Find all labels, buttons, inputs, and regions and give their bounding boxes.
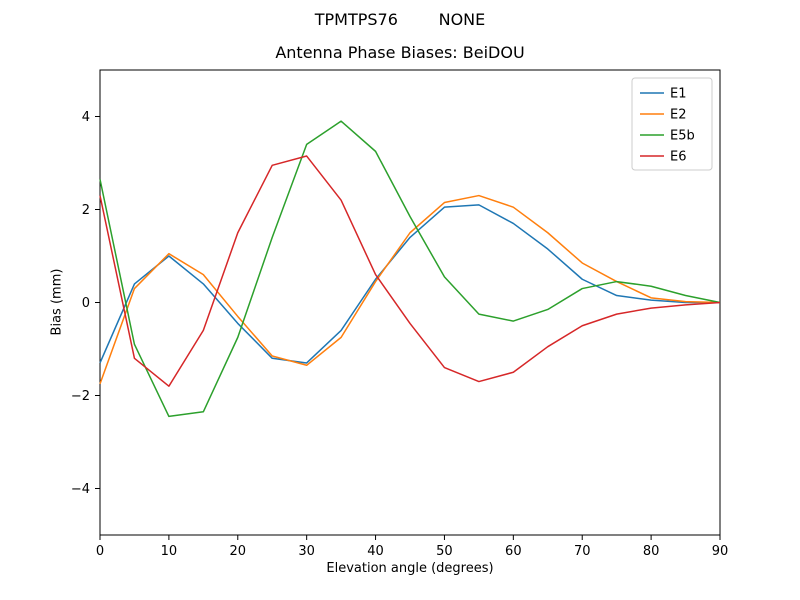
x-tick-label: 10 bbox=[161, 544, 178, 559]
legend-label-E1: E1 bbox=[670, 87, 687, 102]
x-tick-label: 40 bbox=[367, 544, 384, 559]
series-line-E6 bbox=[99, 155, 721, 387]
legend-label-E2: E2 bbox=[670, 108, 687, 123]
legend-box bbox=[631, 77, 713, 171]
x-tick-label: 20 bbox=[230, 544, 247, 559]
x-tick-label: 0 bbox=[96, 544, 104, 559]
y-tick-label: 0 bbox=[82, 296, 90, 311]
legend-label-E6: E6 bbox=[670, 150, 687, 165]
x-tick-label: 70 bbox=[574, 544, 591, 559]
y-tick-label: −4 bbox=[71, 482, 90, 497]
legend-label-E5b: E5b bbox=[670, 129, 695, 144]
axes-title: Antenna Phase Biases: BeiDOU bbox=[275, 43, 525, 62]
series-line-E5b bbox=[99, 120, 721, 418]
x-tick-label: 90 bbox=[712, 544, 729, 559]
axes-frame bbox=[99, 69, 721, 536]
y-axis-label: Bias (mm) bbox=[49, 268, 65, 336]
figure-suptitle: TPMTPS76 NONE bbox=[314, 10, 486, 29]
y-tick-label: 2 bbox=[82, 203, 90, 218]
x-tick-label: 30 bbox=[298, 544, 315, 559]
series-line-E2 bbox=[99, 194, 721, 385]
x-tick-label: 60 bbox=[505, 544, 522, 559]
x-tick-label: 80 bbox=[643, 544, 660, 559]
y-tick-label: −2 bbox=[71, 389, 90, 404]
y-tick-label: 4 bbox=[82, 110, 90, 125]
x-tick-label: 50 bbox=[436, 544, 453, 559]
x-axis-label: Elevation angle (degrees) bbox=[326, 561, 494, 576]
series-line-E1 bbox=[99, 204, 720, 364]
